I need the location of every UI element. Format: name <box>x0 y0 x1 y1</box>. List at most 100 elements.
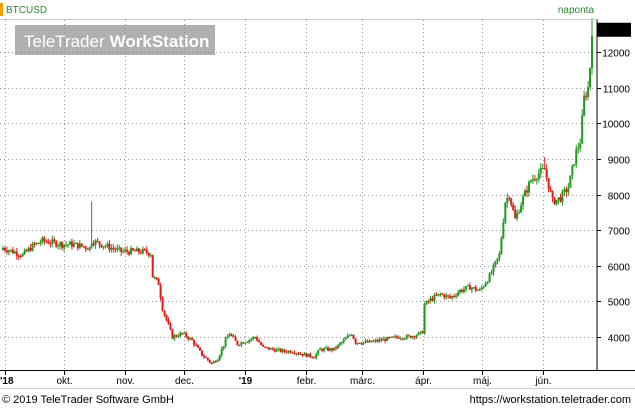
candle-body <box>518 212 521 214</box>
candle-body <box>305 353 308 357</box>
candle-body <box>169 323 172 330</box>
x-tick-label: okt. <box>56 376 72 387</box>
candle-body <box>563 189 566 192</box>
candle-body <box>55 241 58 247</box>
candle-body <box>409 335 412 338</box>
candle-body <box>171 329 174 339</box>
candle-body <box>303 353 306 356</box>
candle-body <box>378 339 381 342</box>
candle-body <box>386 337 389 342</box>
candle-body <box>547 177 550 190</box>
candle-body <box>283 349 286 352</box>
candle-body <box>195 344 198 346</box>
candle-body <box>234 336 237 341</box>
candle-body <box>285 351 288 353</box>
candle-body <box>244 342 247 344</box>
candle-body <box>569 175 572 188</box>
candle-body <box>579 143 582 148</box>
candle-body <box>287 350 290 353</box>
candle-body <box>354 338 357 344</box>
candle-body <box>13 251 16 254</box>
candle-body <box>250 338 253 340</box>
candle-body <box>2 247 4 251</box>
candle-body <box>242 342 245 344</box>
candle-body <box>527 181 530 193</box>
candle-body <box>25 250 28 252</box>
candle-body <box>425 300 428 305</box>
x-tick-label: '19 <box>239 376 253 387</box>
candle-body <box>362 342 365 344</box>
candle-body <box>529 180 532 182</box>
x-tick-label: máj. <box>473 376 492 387</box>
candle-body <box>364 340 367 343</box>
candle-body <box>80 243 83 247</box>
candle-body <box>5 250 8 253</box>
candle-body <box>315 353 318 358</box>
candle-body <box>405 335 408 339</box>
footer-url[interactable]: https://workstation.teletrader.com <box>470 394 631 406</box>
candle-body <box>108 243 111 250</box>
interval-label: naponta <box>558 5 595 16</box>
candle-body <box>267 347 270 350</box>
candle-body <box>210 362 213 364</box>
candle-body <box>462 289 465 292</box>
candle-body <box>289 350 292 353</box>
candle-body <box>358 342 361 344</box>
candle-body <box>222 346 225 349</box>
candle-body <box>380 339 383 341</box>
candle-body <box>470 287 473 290</box>
candle-body <box>230 334 233 336</box>
candle-body <box>84 246 87 249</box>
candle-body <box>35 242 38 245</box>
candle-body <box>279 348 282 352</box>
candle-body <box>90 243 93 248</box>
candle-body <box>443 294 446 298</box>
candle-body <box>543 168 546 170</box>
candle-body <box>181 332 184 334</box>
candle-body <box>291 352 294 354</box>
candle-body <box>149 254 152 256</box>
candle-body <box>137 248 140 253</box>
candle-body <box>439 293 442 295</box>
candle-body <box>587 87 590 97</box>
candle-body <box>394 336 397 338</box>
x-tick-label: febr. <box>297 376 316 387</box>
candle-body <box>390 336 393 338</box>
candle-body <box>183 332 186 334</box>
candle-body <box>585 95 588 97</box>
footer-copyright: © 2019 TeleTrader Software GmbH <box>2 394 174 406</box>
y-tick-label: 7000 <box>608 227 631 238</box>
candle-body <box>51 239 54 244</box>
candle-body <box>74 242 77 244</box>
candle-body <box>141 248 144 254</box>
candle-body <box>464 286 467 290</box>
candle-body <box>100 244 103 248</box>
candle-body <box>535 179 538 181</box>
candle-body <box>488 273 491 282</box>
symbol-label: BTCUSD <box>6 5 47 16</box>
candle-body <box>102 246 105 248</box>
candle-body <box>31 243 34 251</box>
candle-body <box>240 342 243 346</box>
candle-body <box>70 241 73 247</box>
candle-body <box>401 338 404 340</box>
candle-body <box>332 347 335 351</box>
candle-body <box>455 295 458 297</box>
candle-body <box>92 243 95 245</box>
candle-body <box>220 348 223 356</box>
candle-body <box>403 338 406 340</box>
candle-body <box>139 252 142 254</box>
candle-body <box>153 277 156 279</box>
candle-body <box>277 348 280 350</box>
candle-body <box>297 353 300 355</box>
candle-body <box>472 287 475 289</box>
candle-body <box>549 189 552 192</box>
candle-body <box>175 335 178 337</box>
candle-body <box>490 272 493 274</box>
candle-body <box>41 237 44 243</box>
candle-body <box>212 361 215 364</box>
candle-body <box>271 348 274 350</box>
candle-body <box>135 248 138 252</box>
